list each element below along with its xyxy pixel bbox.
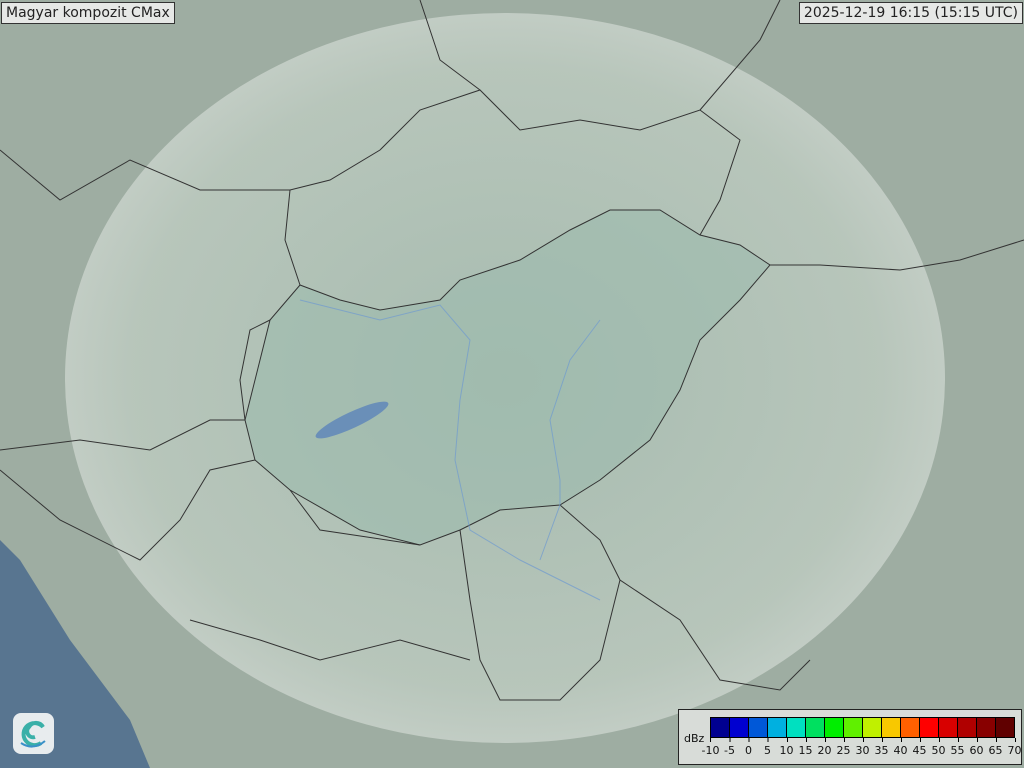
legend-tick-label: 40 xyxy=(894,738,908,757)
rivers xyxy=(299,299,601,601)
legend-tick-label: 20 xyxy=(818,738,832,757)
legend-color-cell xyxy=(730,718,749,737)
hungary-interior xyxy=(245,210,770,545)
legend-unit: dBz xyxy=(684,732,705,745)
legend-color-cell xyxy=(977,718,996,737)
legend-color-cell xyxy=(939,718,958,737)
legend-color-cell xyxy=(882,718,901,737)
legend-color-cell xyxy=(711,718,730,737)
dbz-legend: dBz -10 -5 0 5 10 15 20 25 30 35 40 45 50 55 60 65 70 xyxy=(678,709,1022,765)
legend-tick-label: 10 xyxy=(780,738,794,757)
legend-tick-label: 35 xyxy=(875,738,889,757)
country-borders xyxy=(0,0,1024,701)
legend-color-cell xyxy=(787,718,806,737)
legend-color-cell xyxy=(901,718,920,737)
legend-tick-label: 50 xyxy=(932,738,946,757)
legend-color-cell xyxy=(958,718,977,737)
spiral-logo-icon xyxy=(13,713,54,754)
legend-color-cell xyxy=(825,718,844,737)
legend-tick-label: 65 xyxy=(989,738,1003,757)
legend-tick-label: -10 xyxy=(702,738,719,757)
legend-tick-label: 70 xyxy=(1008,738,1022,757)
legend-ticks: -10 -5 0 5 10 15 20 25 30 35 40 45 50 55 60 65 70 xyxy=(702,738,1022,762)
legend-color-cell xyxy=(920,718,939,737)
legend-tick-label: 15 xyxy=(799,738,813,757)
legend-color-cell xyxy=(996,718,1014,737)
legend-tick-label: 45 xyxy=(913,738,927,757)
legend-tick-label: 5 xyxy=(764,738,771,757)
lake-balaton xyxy=(315,401,389,439)
timestamp: 2025-12-19 16:15 (15:15 UTC) xyxy=(798,2,1023,24)
legend-color-bar xyxy=(710,717,1015,738)
legend-tick-label: 55 xyxy=(951,738,965,757)
legend-color-cell xyxy=(844,718,863,737)
legend-tick-label: 25 xyxy=(837,738,851,757)
legend-color-cell xyxy=(768,718,787,737)
legend-color-cell xyxy=(749,718,768,737)
legend-tick-label: 60 xyxy=(970,738,984,757)
legend-tick-label: 0 xyxy=(745,738,752,757)
legend-color-cell xyxy=(806,718,825,737)
legend-tick-label: 30 xyxy=(856,738,870,757)
map-title: Magyar kompozit CMax xyxy=(1,2,175,24)
legend-color-cell xyxy=(863,718,882,737)
legend-tick-label: -5 xyxy=(724,738,735,757)
adriatic-sea xyxy=(0,540,150,768)
